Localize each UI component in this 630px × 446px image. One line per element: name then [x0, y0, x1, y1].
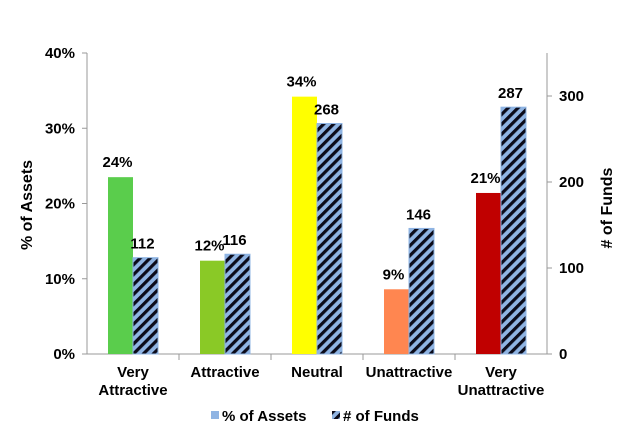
y-axis-title: % of Assets [19, 160, 36, 250]
category-label-line: Unattractive [366, 364, 453, 381]
legend-label-assets: % of Assets [222, 408, 306, 425]
category-label-line: Attractive [98, 382, 167, 399]
data-label-assets: 34% [286, 74, 316, 91]
y2-tick-label: 300 [559, 88, 584, 105]
bar-funds [316, 123, 343, 355]
category-label: Neutral [291, 364, 343, 381]
y2-axis-title: # of Funds [599, 167, 616, 248]
category-label: Attractive [190, 364, 259, 381]
data-label-funds: 146 [406, 206, 431, 223]
category-label-line: Very [117, 364, 149, 381]
y2-tick-label: 200 [559, 174, 584, 191]
bar-assets [384, 289, 409, 354]
category-label-line: Unattractive [458, 382, 545, 399]
data-label-funds: 287 [498, 85, 523, 102]
y-tick-label: 0% [53, 346, 75, 363]
bar-funds [132, 257, 159, 355]
bar-assets [476, 192, 501, 354]
bar-funds [224, 253, 251, 355]
data-label-funds: 116 [222, 232, 246, 249]
data-label-funds: 112 [130, 236, 154, 253]
category-label: Very Unattractive [458, 364, 545, 399]
category-label-line: Attractive [190, 364, 259, 381]
category-label-line: Neutral [291, 364, 343, 381]
y-tick-label: 30% [45, 120, 75, 137]
data-label-assets: 12% [194, 238, 224, 255]
legend: % of Assets # of Funds [211, 408, 419, 425]
y2-tick-label: 100 [559, 260, 584, 277]
data-label-assets: 24% [102, 154, 132, 171]
bar-assets [200, 260, 225, 354]
legend-swatch-assets [211, 411, 219, 419]
bar-funds [408, 227, 435, 355]
y-tick-label: 10% [45, 271, 75, 288]
y-tick-label: 40% [45, 45, 75, 62]
legend-swatch-funds [332, 411, 340, 419]
category-label-line: Very [485, 364, 517, 381]
data-label-assets: 21% [470, 170, 500, 187]
y2-tick-label: 0 [559, 346, 567, 363]
bar-assets [292, 96, 317, 355]
y-tick-label: 20% [45, 196, 75, 213]
category-label: Unattractive [366, 364, 453, 381]
data-label-funds: 268 [314, 102, 339, 119]
bar-assets [108, 177, 133, 354]
category-label: Very Attractive [98, 364, 167, 399]
bar-funds [500, 106, 527, 355]
data-label-assets: 9% [383, 266, 405, 283]
legend-label-funds: # of Funds [343, 408, 419, 425]
